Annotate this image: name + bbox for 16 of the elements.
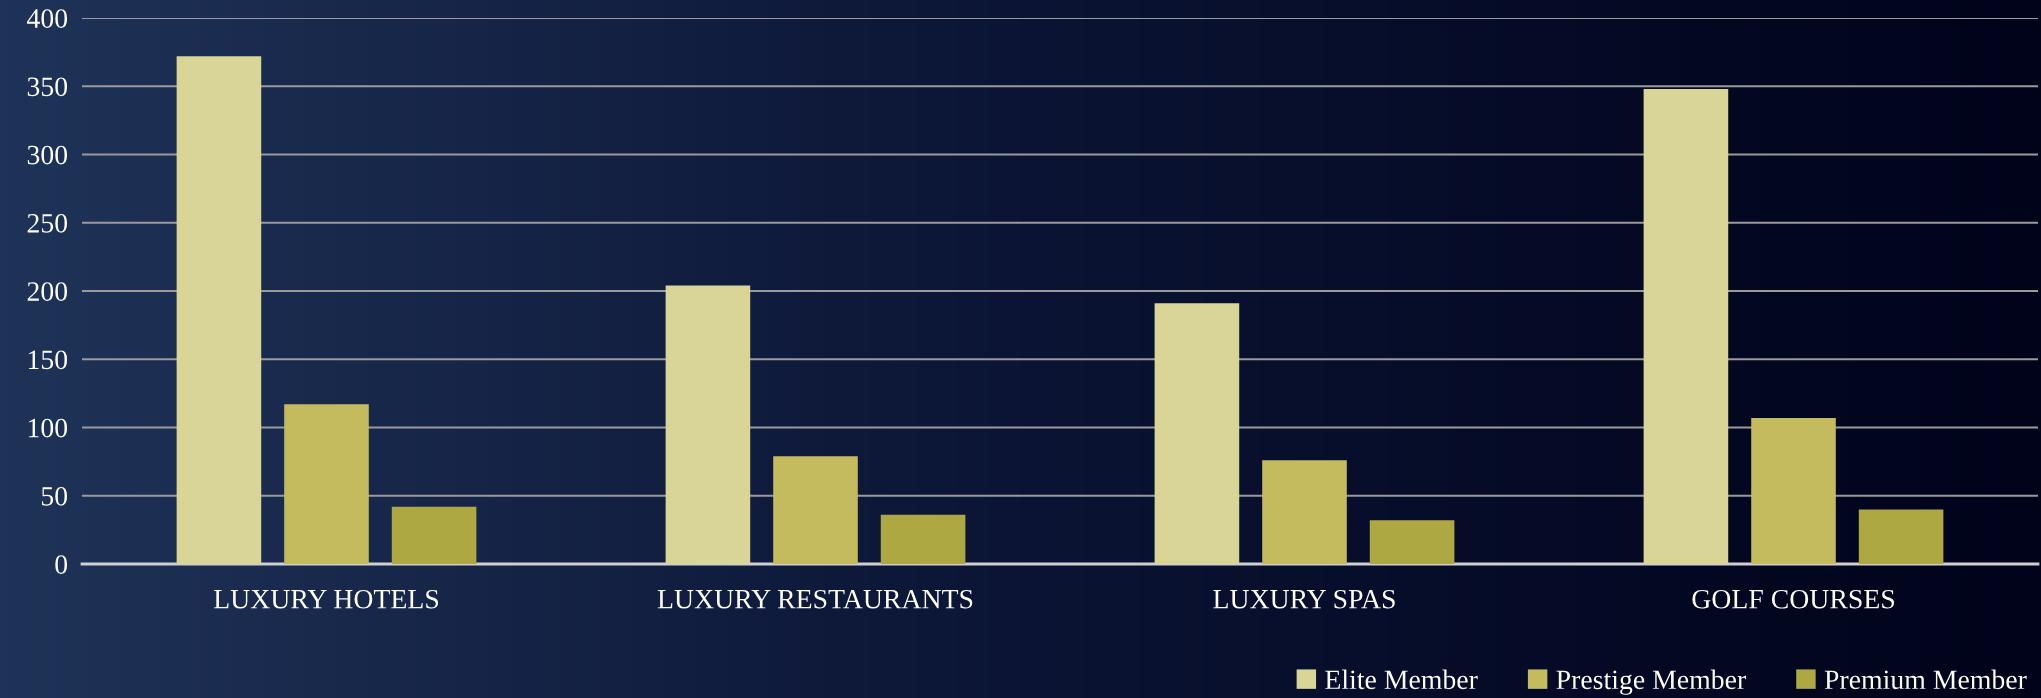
y-tick-label: 100	[28, 418, 68, 438]
legend-label: Elite Member	[1325, 669, 1478, 690]
x-tick-label: LUXURY SPAS	[1213, 589, 1395, 609]
y-tick-label: 150	[28, 350, 68, 370]
x-tick-label: LUXURY RESTAURANTS	[657, 589, 973, 609]
legend-label: Premium Member	[1824, 669, 2027, 690]
y-tick-label: 0	[55, 555, 68, 574]
y-tick-label: 200	[27, 282, 68, 301]
x-tick-label: GOLF COURSES	[1692, 589, 1895, 609]
y-tick-label: 250	[27, 213, 68, 233]
y-tick-label: 350	[27, 77, 68, 97]
y-tick-label: 50	[41, 486, 68, 506]
y-tick-label: 300	[27, 145, 68, 165]
y-tick-label: 400	[26, 9, 68, 28]
x-tick-label: LUXURY HOTELS	[214, 589, 439, 609]
legend-label: Prestige Member	[1556, 669, 1746, 695]
